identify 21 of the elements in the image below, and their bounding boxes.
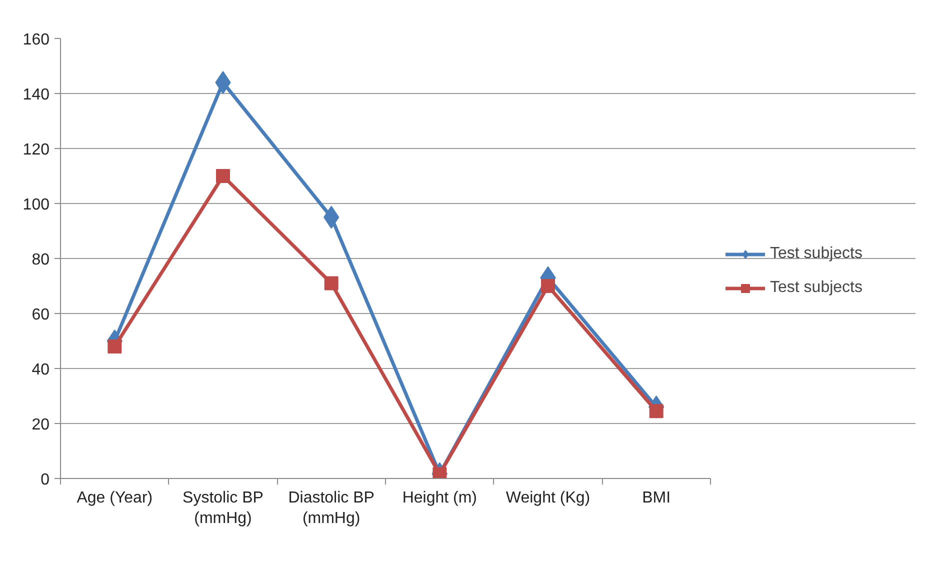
y-tick-label: 80 <box>32 252 50 268</box>
point <box>324 276 338 290</box>
x-tick-label: Age (Year) <box>76 490 153 506</box>
y-tick-label: 160 <box>22 32 50 48</box>
point <box>541 279 555 293</box>
point <box>216 169 230 183</box>
legend-label: Test subjects <box>770 279 862 297</box>
y-tick-label: 20 <box>32 416 50 434</box>
legend-label: Test subjects <box>770 245 862 263</box>
y-tick-label: 0 <box>40 472 50 488</box>
x-tick-label: Weight (Kg) <box>506 490 590 506</box>
x-tick-label: BMI <box>642 490 671 506</box>
y-tick-label: 60 <box>32 306 50 324</box>
y-tick-label: 100 <box>22 196 50 214</box>
y-tick-label: 140 <box>22 86 50 104</box>
x-tick-label: Height (m) <box>402 490 478 506</box>
y-tick-label: 120 <box>22 142 50 158</box>
y-tick-label: 40 <box>32 362 50 378</box>
x-tick-label: Diastolic BP (mmHg) <box>288 490 374 527</box>
point <box>108 340 122 354</box>
x-tick-label: Systolic BP (mmHg) <box>182 490 264 527</box>
